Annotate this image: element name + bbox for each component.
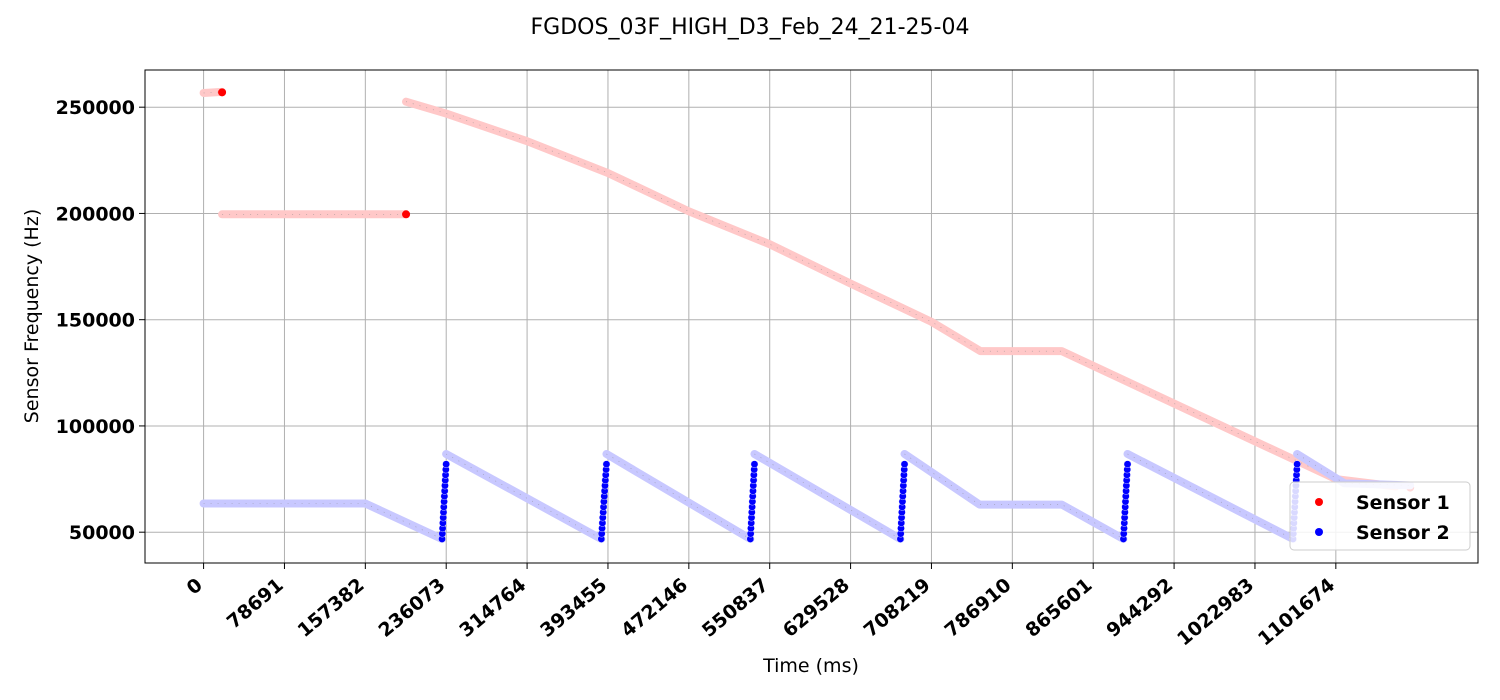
series-band	[900, 449, 1128, 543]
x-axis-label: Time (ms)	[762, 655, 859, 677]
series-2	[199, 449, 1415, 543]
x-tick-label: 629528	[779, 574, 854, 642]
data-point	[442, 460, 450, 468]
x-axis: 0 78691 157382 236073 314764 393455 472146 5508…	[183, 563, 1339, 650]
plot-frame	[144, 69, 1479, 564]
data-point	[1293, 460, 1301, 468]
series-1	[199, 87, 1415, 492]
data-point	[900, 460, 909, 468]
x-tick-label: 786910	[941, 574, 1016, 642]
x-tick-label: 0	[183, 574, 207, 599]
legend-label-sensor-2: Sensor 2	[1356, 522, 1450, 544]
series-band	[402, 97, 1400, 491]
y-tick-label: 200000	[56, 203, 135, 225]
x-tick-label: 708219	[860, 574, 935, 642]
series-edge	[405, 101, 1396, 487]
y-tick-label: 50000	[69, 522, 135, 544]
y-axis-label: Sensor Frequency (Hz)	[21, 209, 43, 423]
x-tick-label: 865601	[1022, 574, 1097, 642]
legend-box	[1289, 481, 1471, 551]
series-band	[602, 449, 755, 543]
y-tick-label: 250000	[56, 97, 135, 119]
y-axis: 50000 100000 150000 200000 250000	[56, 97, 145, 544]
x-tick-label: 78691	[223, 574, 288, 633]
data-point	[402, 210, 411, 219]
x-tick-label: 393455	[536, 574, 611, 642]
x-tick-label: 1022983	[1173, 574, 1258, 650]
x-tick-label: 550837	[698, 574, 773, 642]
legend-marker-sensor-2	[1315, 528, 1323, 536]
y-tick-label: 150000	[56, 310, 135, 332]
series-band	[1123, 449, 1298, 543]
data-point	[218, 88, 227, 97]
series-edge	[203, 503, 443, 540]
data-point	[602, 460, 611, 468]
chart-title: FGDOS_03F_HIGH_D3_Feb_24_21-25-04	[531, 15, 970, 40]
legend-label-sensor-1: Sensor 1	[1356, 492, 1450, 514]
legend-marker-sensor-1	[1315, 498, 1323, 506]
data-point	[750, 460, 759, 468]
y-tick-label: 100000	[56, 416, 135, 438]
data-point	[1123, 460, 1132, 468]
series-band	[442, 449, 606, 543]
plot-data	[199, 87, 1415, 543]
series-edge	[904, 453, 1124, 540]
series-band	[199, 499, 447, 543]
x-tick-label: 1101674	[1254, 574, 1339, 650]
x-tick-label: 944292	[1102, 574, 1177, 642]
x-tick-label: 157382	[294, 574, 369, 642]
x-tick-label: 314764	[455, 574, 530, 642]
series-edge	[445, 453, 602, 540]
series-edge	[754, 453, 901, 540]
x-tick-label: 472146	[617, 574, 692, 642]
legend: Sensor 1 Sensor 2	[1289, 481, 1471, 551]
x-tick-label: 236073	[375, 574, 450, 642]
